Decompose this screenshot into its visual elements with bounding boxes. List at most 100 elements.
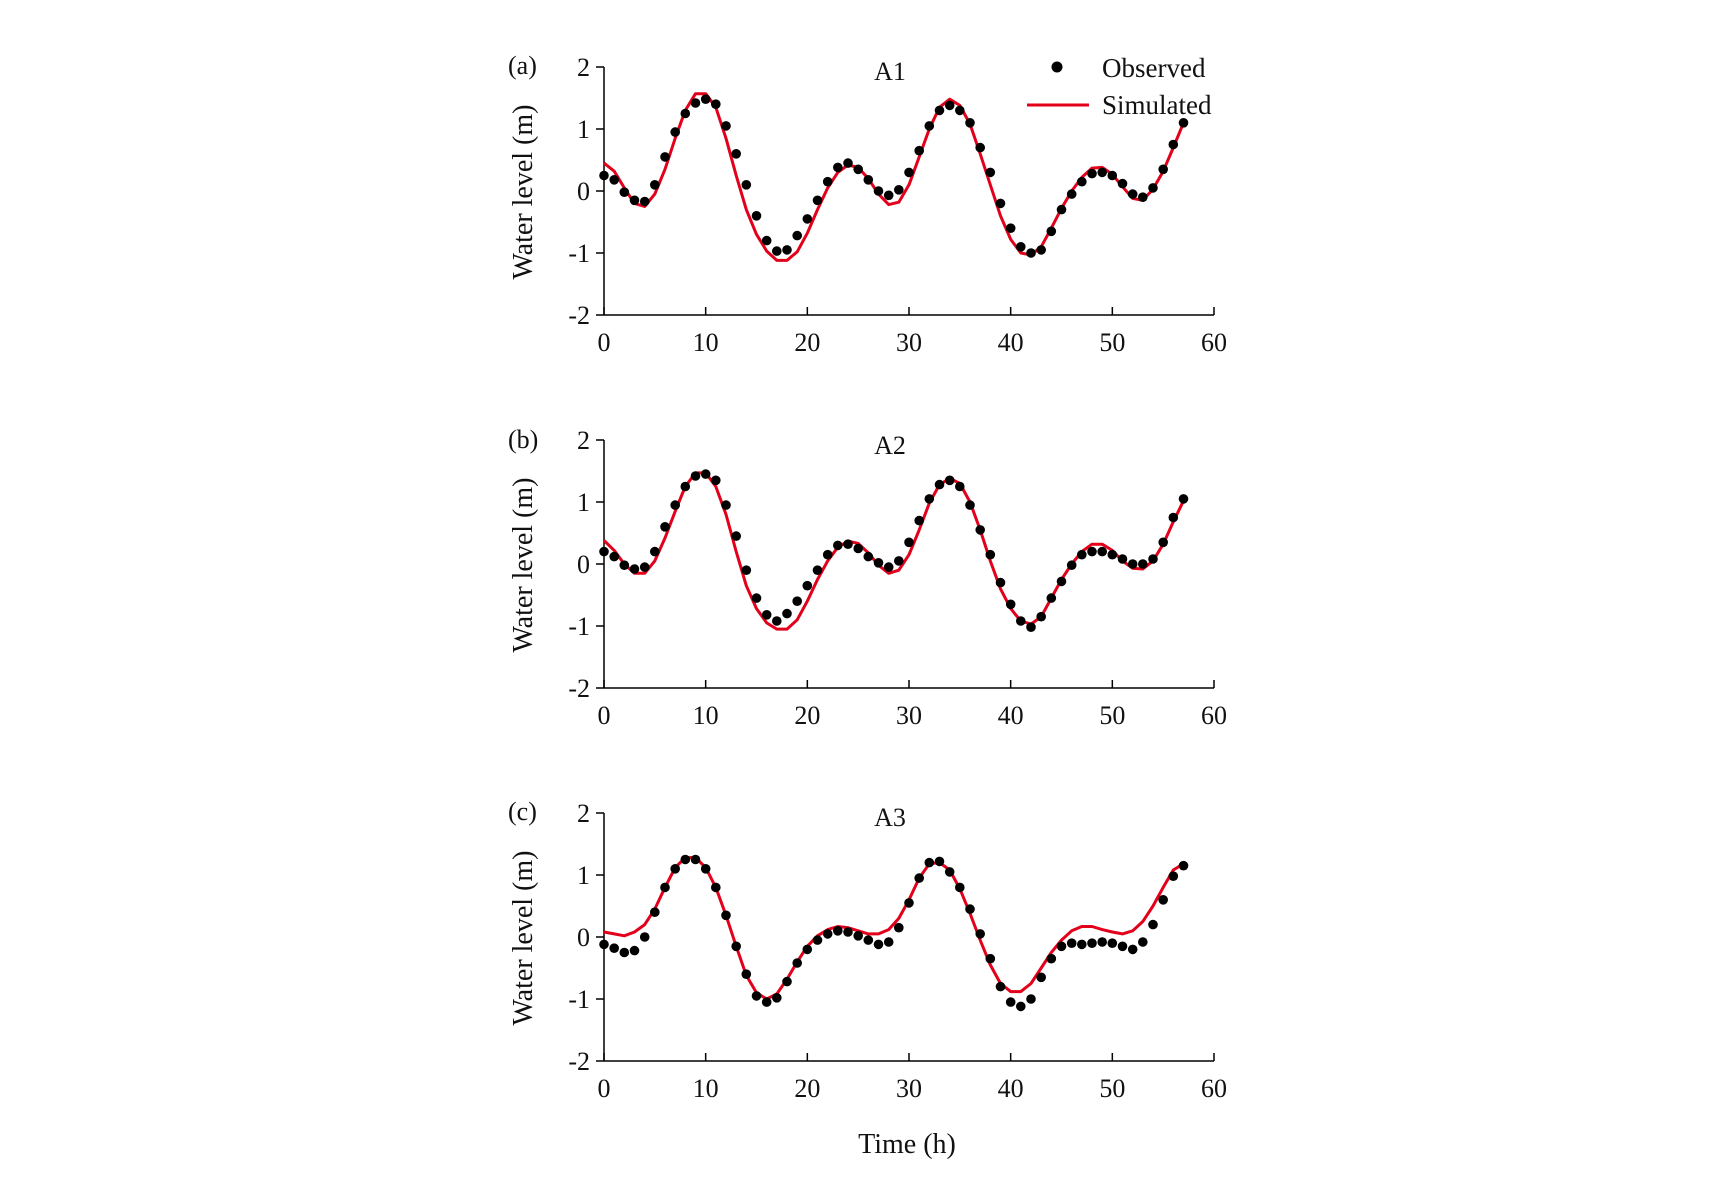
panel-b-observed-point (955, 481, 965, 492)
panel-b-observed-point (985, 549, 996, 560)
panel-c-observed-point (1178, 860, 1189, 871)
panel-c-xtick-label: 10 (693, 1074, 719, 1103)
panel-c-observed-point (812, 935, 823, 945)
panel-a-ytick-label: 0 (577, 177, 590, 206)
panel-a-observed-point (904, 167, 914, 178)
panel-b-observed-point (741, 565, 752, 575)
panel-b-observed-point (1016, 616, 1026, 626)
panel-c-observed-point (914, 873, 924, 883)
panel-a-observed-point (1005, 223, 1016, 233)
panel-b-observed-point (812, 565, 823, 575)
panel-a-observed-point (599, 170, 609, 181)
panel-c-observed-point (609, 943, 619, 953)
panel-a-observed-point (914, 145, 924, 156)
panel-c-xtick-label: 0 (598, 1074, 611, 1103)
panel-b-ytick-label: 0 (577, 550, 590, 579)
panel-c-observed-point (1087, 938, 1097, 948)
panel-b-observed-point (833, 540, 843, 551)
panel-b-observed-point (873, 558, 884, 568)
panel-a-observed-point (833, 162, 843, 173)
panel-a-observed-point (1016, 242, 1026, 252)
panel-b-observed-point (894, 556, 904, 566)
panel-a-observed-point (660, 152, 670, 162)
panel-c-observed-point (751, 991, 762, 1001)
panel-a-observed-point (711, 99, 721, 109)
panel-a-observed-point (1127, 189, 1138, 199)
panel-a-observed-point (853, 164, 863, 175)
panel-b-xtick-label: 40 (998, 701, 1024, 730)
panel-a-observed-point (772, 246, 782, 256)
panel-c-observed-point (924, 857, 935, 868)
panel-b-ytick-label: -1 (568, 612, 590, 641)
panel-a-ytick-label: 2 (577, 53, 590, 82)
panel-c-observed-point (782, 976, 792, 987)
panel-a-observed-point (944, 100, 955, 111)
panel-c-observed-point (1097, 937, 1107, 947)
panel-b-observed-point (690, 471, 701, 481)
panel-a-observed-point (965, 118, 975, 128)
panel-a-series (599, 92, 1189, 262)
panel-b-series (599, 469, 1189, 632)
panel-b-observed-point (782, 608, 792, 619)
panel-c-observed-point (1056, 941, 1067, 952)
panel-b-ytick-label: 1 (577, 488, 590, 517)
panel-b-observed-point (1168, 512, 1179, 523)
panel-c-observed-point (904, 898, 914, 908)
panel-c-observed-point (690, 854, 701, 865)
panel-c-observed-point (1066, 938, 1077, 948)
panel-b-observed-point (843, 539, 853, 549)
panel-a-observed-point (761, 235, 772, 246)
panel-b-observed-point (721, 500, 731, 510)
panel-b-ytick-label: -2 (568, 674, 590, 703)
panel-a-observed-point (639, 196, 650, 207)
panel-b-xtick-label: 10 (693, 701, 719, 730)
panel-b-observed-point (599, 546, 609, 557)
panel-b-xtick-label: 20 (794, 701, 820, 730)
panel-a-observed-point (1077, 176, 1087, 187)
panel-b-observed-point (772, 616, 782, 626)
panel-b-observed-point (802, 580, 813, 591)
panel-c-observed-point (1016, 1001, 1026, 1012)
panel-c-observed-point (985, 953, 996, 964)
panel-a-observed-point (812, 195, 823, 206)
panel-c-observed-point (822, 929, 833, 939)
panel-b-observed-point (1077, 549, 1087, 560)
panel-c-observed-point (1117, 941, 1128, 952)
panel-c-observed-point (975, 929, 985, 939)
panel-c-observed-point (1026, 994, 1036, 1004)
panel-a-observed-point (822, 176, 833, 187)
panel-c-observed-point (934, 856, 945, 867)
panel-a-observed-point (883, 190, 894, 201)
panel-b-observed-point (904, 537, 914, 548)
legend-simulated-label: Simulated (1102, 90, 1212, 120)
panel-a-simulated-line (603, 92, 1185, 262)
panel-b-xtick-label: 0 (598, 701, 611, 730)
panel-c-observed-point (761, 997, 772, 1007)
panel-b-ytick-label: 2 (577, 426, 590, 455)
panel-a-observed-point (1056, 204, 1067, 215)
panel-a-observed-point (863, 175, 874, 185)
panel-b-observed-point (650, 546, 660, 557)
panel-a-observed-point (1158, 164, 1168, 175)
panel-b-observed-point (965, 500, 975, 510)
panel-b-observed-point (660, 522, 670, 532)
panel-a-observed-point (700, 94, 711, 104)
panel-b-observed-point (1005, 599, 1016, 610)
panel-b-observed-point (711, 475, 721, 486)
panel-a-xtick-label: 0 (598, 328, 611, 357)
panel-c-observed-point (1077, 939, 1087, 950)
panel-a-observed-point (1107, 170, 1118, 181)
panel-b-xtick-label: 60 (1201, 701, 1227, 730)
panel-a-observed-point (1178, 118, 1189, 128)
panel-c-xtick-label: 20 (794, 1074, 820, 1103)
x-axis-title: Time (h) (858, 1129, 956, 1160)
panel-c-observed-point (619, 947, 630, 958)
panel-a-observed-point (843, 158, 853, 168)
panel-b-observed-point (934, 479, 945, 490)
panel-a-observed-point (650, 180, 660, 190)
panel-a-observed-point (1097, 167, 1107, 178)
panel-b-xtick-label: 50 (1099, 701, 1125, 730)
